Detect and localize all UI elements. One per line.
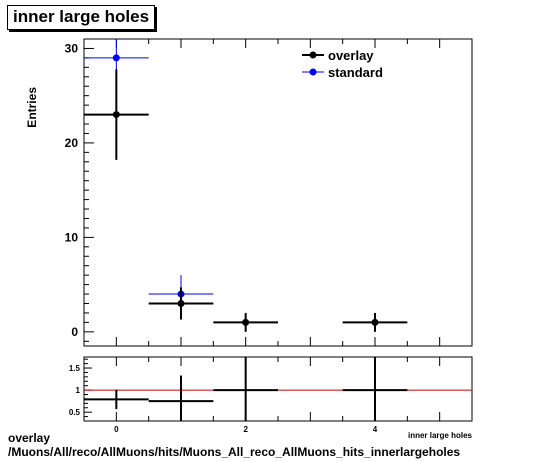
y-tick-label: 0 — [71, 325, 78, 339]
overlay-point — [84, 69, 149, 160]
x-tick-label: 0 — [114, 425, 119, 434]
legend-standard-marker — [309, 68, 317, 76]
ratio-point — [342, 357, 408, 421]
y-tick-label: 10 — [65, 230, 79, 244]
overlay-marker — [112, 111, 120, 119]
legend-standard-label: standard — [328, 65, 383, 80]
legend-overlay-marker — [309, 51, 317, 59]
y-axis-label: Entries — [25, 87, 39, 128]
footer-line-2: /Muons/All/reco/AllMuons/hits/Muons_All_… — [8, 445, 461, 459]
ratio-y-tick-label: 1.5 — [69, 364, 81, 373]
x-axis-label: inner large holes — [408, 431, 473, 440]
ratio-point — [84, 389, 149, 410]
ratio-y-tick-label: 1 — [76, 386, 81, 395]
x-tick-label: 4 — [373, 425, 378, 434]
x-tick-label: 2 — [243, 425, 248, 434]
footer-line-1: overlay — [8, 431, 51, 445]
overlay-marker — [177, 299, 185, 307]
y-tick-label: 20 — [65, 136, 79, 150]
chart-title: inner large holes — [7, 5, 156, 30]
overlay-marker — [242, 318, 250, 326]
overlay-point — [342, 312, 408, 332]
ratio-point — [213, 357, 278, 421]
overlay-point — [213, 312, 278, 332]
legend-overlay-label: overlay — [328, 48, 374, 63]
ratio-plot-frame — [83, 356, 473, 422]
main-plot-frame — [83, 38, 473, 347]
y-tick-label: 30 — [65, 41, 79, 55]
standard-marker — [112, 54, 120, 62]
overlay-point — [148, 287, 214, 320]
ratio-y-tick-label: 0.5 — [69, 408, 81, 417]
ratio-point — [148, 375, 214, 421]
overlay-marker — [371, 318, 379, 326]
